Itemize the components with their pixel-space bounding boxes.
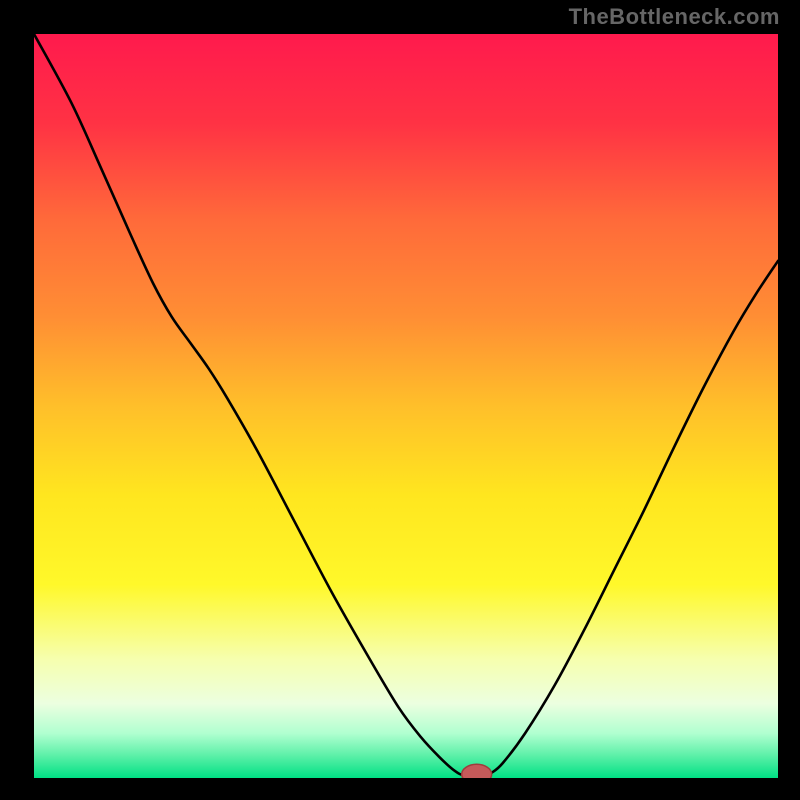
watermark-text: TheBottleneck.com xyxy=(569,4,780,30)
optimal-point-marker xyxy=(462,764,492,778)
heat-gradient-background xyxy=(34,34,778,778)
plot-area xyxy=(34,34,778,778)
bottleneck-chart xyxy=(34,34,778,778)
chart-frame: TheBottleneck.com xyxy=(0,0,800,800)
